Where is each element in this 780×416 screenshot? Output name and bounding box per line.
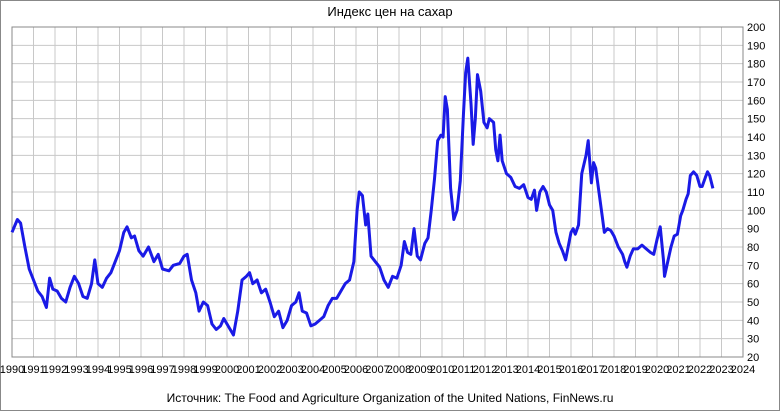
y-tick-label: 170 <box>747 77 765 89</box>
y-tick-label: 140 <box>747 132 765 144</box>
y-tick-label: 200 <box>747 22 765 34</box>
x-tick-label: 1992 <box>43 364 67 376</box>
x-tick-label: 2001 <box>236 364 260 376</box>
x-tick-label: 2023 <box>709 364 733 376</box>
y-tick-label: 40 <box>747 315 759 327</box>
y-tick-label: 100 <box>747 205 765 217</box>
x-tick-label: 2013 <box>494 364 518 376</box>
y-tick-label: 80 <box>747 242 759 254</box>
x-tick-label: 2003 <box>279 364 303 376</box>
y-tick-label: 150 <box>747 114 765 126</box>
y-tick-label: 130 <box>747 150 765 162</box>
x-tick-label: 2010 <box>430 364 454 376</box>
x-tick-label: 1991 <box>21 364 45 376</box>
x-tick-label: 2012 <box>473 364 497 376</box>
x-tick-label: 2007 <box>365 364 389 376</box>
x-tick-label: 2024 <box>731 364 755 376</box>
x-tick-label: 2004 <box>301 364 325 376</box>
x-tick-label: 2005 <box>322 364 346 376</box>
x-tick-label: 2009 <box>408 364 432 376</box>
y-tick-label: 30 <box>747 334 759 346</box>
y-tick-label: 90 <box>747 224 759 236</box>
x-tick-label: 1999 <box>193 364 217 376</box>
y-tick-label: 50 <box>747 297 759 309</box>
x-tick-label: 2008 <box>387 364 411 376</box>
x-tick-label: 2022 <box>688 364 712 376</box>
x-tick-label: 1995 <box>107 364 131 376</box>
y-tick-label: 190 <box>747 40 765 52</box>
x-tick-label: 2011 <box>452 364 476 376</box>
x-tick-label: 2015 <box>537 364 561 376</box>
x-tick-label: 2014 <box>516 364 540 376</box>
x-tick-label: 1994 <box>86 364 110 376</box>
x-tick-label: 2021 <box>666 364 690 376</box>
y-tick-label: 120 <box>747 169 765 181</box>
x-tick-label: 2000 <box>215 364 239 376</box>
x-tick-label: 2019 <box>623 364 647 376</box>
x-tick-label: 2006 <box>344 364 368 376</box>
x-tick-label: 1997 <box>150 364 174 376</box>
x-tick-label: 2017 <box>580 364 604 376</box>
chart-title: Индекс цен на сахар <box>327 4 452 19</box>
y-tick-label: 60 <box>747 279 759 291</box>
source-note: Источник: The Food and Agriculture Organ… <box>167 391 614 405</box>
x-tick-label: 1993 <box>64 364 88 376</box>
y-tick-label: 70 <box>747 260 759 272</box>
x-tick-label: 2016 <box>559 364 583 376</box>
y-tick-label: 180 <box>747 59 765 71</box>
data-line <box>10 56 715 337</box>
x-tick-label: 1990 <box>0 364 24 376</box>
x-tick-label: 1998 <box>172 364 196 376</box>
plot-area <box>11 26 744 358</box>
y-tick-label: 160 <box>747 95 765 107</box>
y-tick-label: 20 <box>747 352 759 364</box>
x-tick-label: 2002 <box>258 364 282 376</box>
y-tick-label: 110 <box>747 187 765 199</box>
x-tick-label: 1996 <box>129 364 153 376</box>
x-tick-label: 2018 <box>602 364 626 376</box>
x-tick-label: 2020 <box>645 364 669 376</box>
